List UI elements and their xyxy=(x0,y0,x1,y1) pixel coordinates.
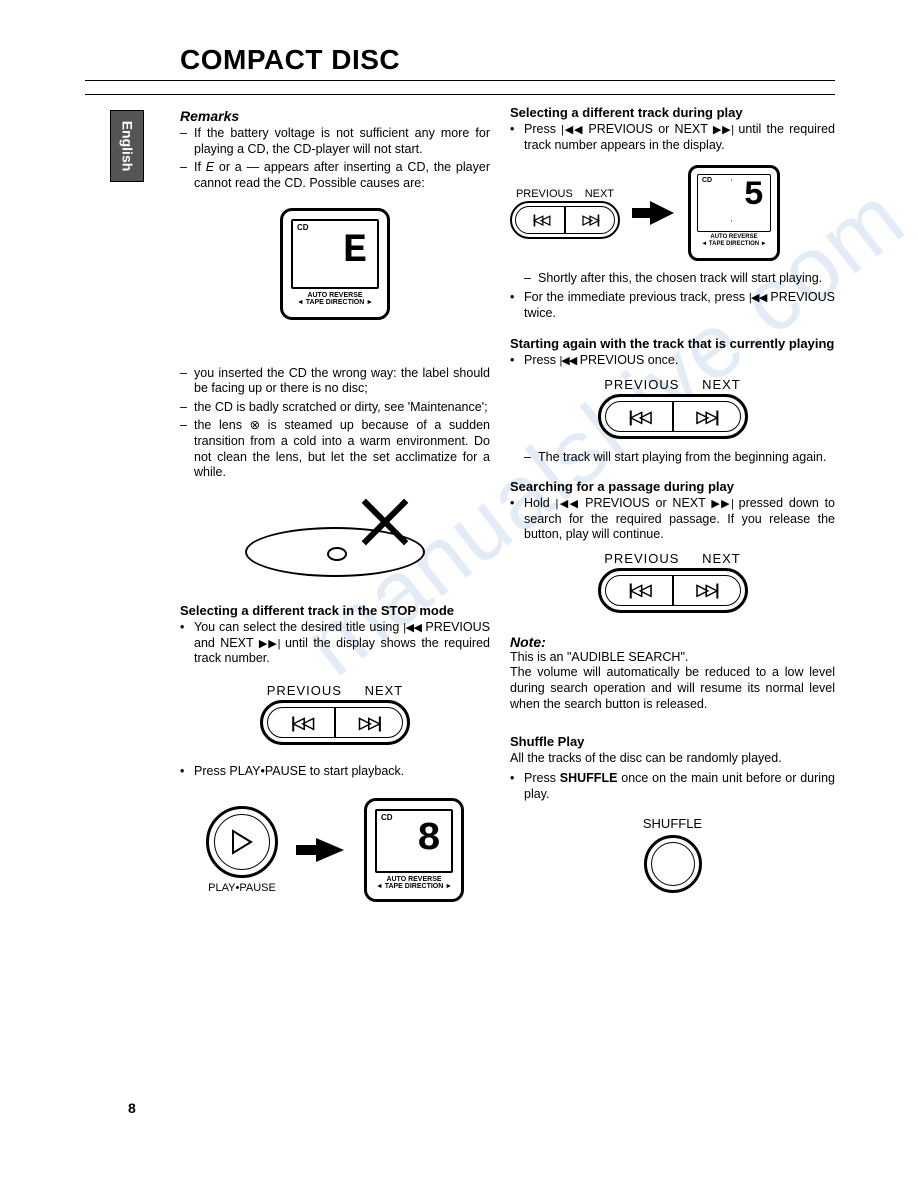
next-label-sm: NEXT xyxy=(585,188,614,200)
prev-icon: |◀◀ xyxy=(749,292,767,304)
prev-next-control-3: PREVIOUS NEXT |◁◁ ▷▷| xyxy=(598,551,748,616)
shuffle-text: • Press SHUFFLE once on the main unit be… xyxy=(510,771,835,802)
display-cd-label: CD xyxy=(297,223,309,232)
arrow-icon xyxy=(632,199,676,227)
next-button-icon: ▷▷| xyxy=(566,207,614,233)
left-column: Remarks – If the battery voltage is not … xyxy=(180,108,490,902)
display-label-1: AUTO REVERSE xyxy=(291,292,379,300)
page-number: 8 xyxy=(128,1100,136,1116)
prev-button-icon: |◁◁ xyxy=(606,576,674,605)
track-begin-text: –The track will start playing from the b… xyxy=(524,450,835,466)
shuffle-desc: All the tracks of the disc can be random… xyxy=(510,751,835,767)
shuffle-button[interactable] xyxy=(644,835,702,893)
display-error: CD E AUTO REVERSE ◄ TAPE DIRECTION ► xyxy=(280,208,390,320)
display-value-e: E xyxy=(343,229,367,274)
next-label: NEXT xyxy=(702,377,741,392)
search-heading: Searching for a passage during play xyxy=(510,479,835,494)
next-icon: ▶▶| xyxy=(259,638,280,650)
remark-1: – If the battery voltage is not sufficie… xyxy=(180,126,490,157)
prev-next-button[interactable]: |◁◁ ▷▷| xyxy=(598,394,748,439)
shuffle-label: SHUFFLE xyxy=(510,816,835,831)
play-pause-label: PLAY•PAUSE xyxy=(206,882,278,894)
stop-mode-heading: Selecting a different track in the STOP … xyxy=(180,603,490,618)
divider-top xyxy=(85,80,835,81)
start-again-heading: Starting again with the track that is cu… xyxy=(510,336,835,351)
cause-1: –you inserted the CD the wrong way: the … xyxy=(180,366,490,397)
divider-bottom xyxy=(85,94,835,95)
display-label-3: AUTO REVERSE xyxy=(375,876,453,884)
next-button-icon: ▷▷| xyxy=(674,402,740,431)
prev-next-button[interactable]: |◁◁ ▷▷| xyxy=(598,568,748,613)
prev-icon: |◀◀ xyxy=(559,355,576,367)
remark-2: – If E or a — appears after inserting a … xyxy=(180,160,490,191)
next-icon: ▶▶| xyxy=(713,124,733,136)
display-cd-label-2: CD xyxy=(381,813,393,822)
start-again-text: • Press |◀◀ PREVIOUS once. xyxy=(510,353,835,369)
play-icon xyxy=(229,829,255,855)
remarks-heading: Remarks xyxy=(180,108,490,124)
prev-label: PREVIOUS xyxy=(604,551,679,566)
play-pause-button[interactable] xyxy=(206,806,278,878)
prev-icon: |◀◀ xyxy=(561,124,583,136)
page-title: COMPACT DISC xyxy=(180,44,400,76)
next-label: NEXT xyxy=(365,683,404,698)
prev-next-button-sm[interactable]: |◁◁ ▷▷| xyxy=(510,201,620,239)
immediate-text: • For the immediate previous track, pres… xyxy=(510,290,835,321)
prev-next-control-2: PREVIOUS NEXT |◁◁ ▷▷| xyxy=(598,377,748,442)
display-label-2: ◄ TAPE DIRECTION ► xyxy=(291,299,379,307)
display-track-5: CD 5 ' ' AUTO REVERSE ◄ TAPE DIRECTION ► xyxy=(688,165,780,261)
next-icon: ▶▶| xyxy=(711,498,732,510)
right-column: Selecting a different track during play … xyxy=(510,105,835,893)
play-pause-text: •Press PLAY•PAUSE to start playback. xyxy=(180,764,490,780)
search-text: • Hold |◀◀ PREVIOUS or NEXT ▶▶| pressed … xyxy=(510,496,835,543)
cause-2: –the CD is badly scratched or dirty, see… xyxy=(180,400,490,416)
display-value-5: 5 xyxy=(744,177,764,215)
note-text: This is an "AUDIBLE SEARCH". The volume … xyxy=(510,650,835,713)
cause-3: –the lens ⊗ is steamed up because of a s… xyxy=(180,418,490,481)
prev-label-sm: PREVIOUS xyxy=(516,188,573,200)
prev-next-button[interactable]: |◁◁ ▷▷| xyxy=(260,700,410,745)
language-label: English xyxy=(119,121,135,172)
arrow-icon xyxy=(296,836,346,864)
display-label-6: ◄ TAPE DIRECTION ► xyxy=(697,241,771,248)
display-track-8: CD 8 AUTO REVERSE ◄ TAPE DIRECTION ► xyxy=(364,798,464,902)
shortly-text: –Shortly after this, the chosen track wi… xyxy=(524,271,835,287)
x-icon xyxy=(360,497,410,547)
display-label-5: AUTO REVERSE xyxy=(697,234,771,241)
diff-track-text: • Press |◀◀ PREVIOUS or NEXT ▶▶| until t… xyxy=(510,122,835,153)
next-button-icon: ▷▷| xyxy=(336,708,402,737)
prev-button-icon: |◁◁ xyxy=(268,708,336,737)
shuffle-heading: Shuffle Play xyxy=(510,734,835,749)
prev-next-control-1: PREVIOUS NEXT |◁◁ ▷▷| xyxy=(260,683,410,748)
prev-icon: |◀◀ xyxy=(403,622,421,634)
next-button-icon: ▷▷| xyxy=(674,576,740,605)
prev-button-icon: |◁◁ xyxy=(516,207,566,233)
cd-wrong-illustration xyxy=(235,497,435,587)
diff-track-heading: Selecting a different track during play xyxy=(510,105,835,120)
prev-label: PREVIOUS xyxy=(604,377,679,392)
prev-icon: |◀◀ xyxy=(556,498,580,510)
prev-button-icon: |◁◁ xyxy=(606,402,674,431)
display-cd-label-3: CD xyxy=(702,177,712,184)
display-value-8: 8 xyxy=(417,817,441,862)
stop-mode-text: • You can select the desired title using… xyxy=(180,620,490,667)
display-label-4: ◄ TAPE DIRECTION ► xyxy=(375,883,453,891)
prev-label: PREVIOUS xyxy=(267,683,342,698)
note-heading: Note: xyxy=(510,634,835,650)
language-tab: English xyxy=(110,110,144,182)
next-label: NEXT xyxy=(702,551,741,566)
